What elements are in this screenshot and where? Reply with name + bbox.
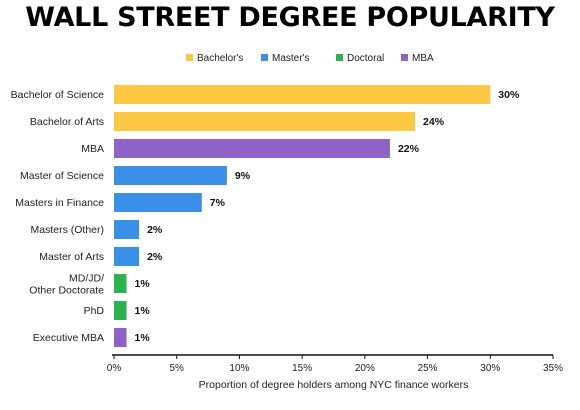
category-label-bachelor-of-science: Bachelor of Science bbox=[11, 89, 105, 101]
category-label-master-of-science: Master of Science bbox=[20, 170, 104, 182]
value-label-bachelor-of-science: 30% bbox=[498, 89, 520, 101]
x-tick-label-6: 30% bbox=[480, 363, 500, 374]
value-label-masters-in-finance: 7% bbox=[210, 197, 226, 209]
category-label-masters-other: Masters (Other) bbox=[30, 224, 104, 236]
bar-executive-mba bbox=[114, 328, 127, 347]
x-tick-label-2: 10% bbox=[229, 363, 249, 374]
bar-bachelor-of-arts bbox=[114, 112, 416, 131]
x-tick-label-7: 35% bbox=[543, 363, 563, 374]
category-label-executive-mba: Executive MBA bbox=[33, 332, 104, 344]
category-label-mba: MBA bbox=[81, 143, 104, 155]
bar-mba bbox=[114, 139, 390, 158]
value-label-bachelor-of-arts: 24% bbox=[423, 116, 445, 128]
bar-master-of-science bbox=[114, 166, 227, 185]
x-tick-label-1: 5% bbox=[169, 363, 184, 374]
legend-swatch-master-s bbox=[261, 54, 268, 61]
category-label-master-of-arts: Master of Arts bbox=[39, 251, 104, 263]
x-tick-label-4: 20% bbox=[355, 363, 375, 374]
chart-title: WALL STREET DEGREE POPULARITY bbox=[25, 2, 555, 33]
bar-masters-in-finance bbox=[114, 193, 202, 212]
value-label-masters-other: 2% bbox=[147, 224, 163, 236]
legend-swatch-bachelor-s bbox=[186, 54, 193, 61]
value-label-md-jd-other-doctorate: 1% bbox=[135, 278, 151, 290]
x-tick-label-5: 25% bbox=[418, 363, 438, 374]
x-tick-label-0: 0% bbox=[107, 363, 122, 374]
category-label-phd: PhD bbox=[84, 305, 105, 317]
legend-swatch-doctoral bbox=[336, 54, 343, 61]
value-label-executive-mba: 1% bbox=[135, 332, 151, 344]
bar-md-jd-other-doctorate bbox=[114, 274, 127, 293]
bar-phd bbox=[114, 301, 127, 320]
legend-swatch-mba bbox=[401, 54, 408, 61]
legend-label-mba: MBA bbox=[412, 53, 434, 64]
value-label-phd: 1% bbox=[135, 305, 151, 317]
value-label-master-of-arts: 2% bbox=[147, 251, 163, 263]
legend-label-master-s: Master's bbox=[272, 53, 309, 64]
bar-master-of-arts bbox=[114, 247, 140, 266]
category-label-bachelor-of-arts: Bachelor of Arts bbox=[30, 116, 104, 128]
value-label-mba: 22% bbox=[398, 143, 420, 155]
legend-label-bachelor-s: Bachelor's bbox=[197, 53, 243, 64]
x-axis-label: Proportion of degree holders among NYC f… bbox=[199, 379, 469, 391]
legend-label-doctoral: Doctoral bbox=[347, 53, 384, 64]
bar-bachelor-of-science bbox=[114, 85, 491, 104]
category-label-md-jd-other-doctorate: MD/JD/Other Doctorate bbox=[29, 273, 104, 297]
bar-masters-other bbox=[114, 220, 140, 239]
value-label-master-of-science: 9% bbox=[235, 170, 251, 182]
category-label-masters-in-finance: Masters in Finance bbox=[15, 197, 104, 209]
x-tick-label-3: 15% bbox=[292, 363, 312, 374]
